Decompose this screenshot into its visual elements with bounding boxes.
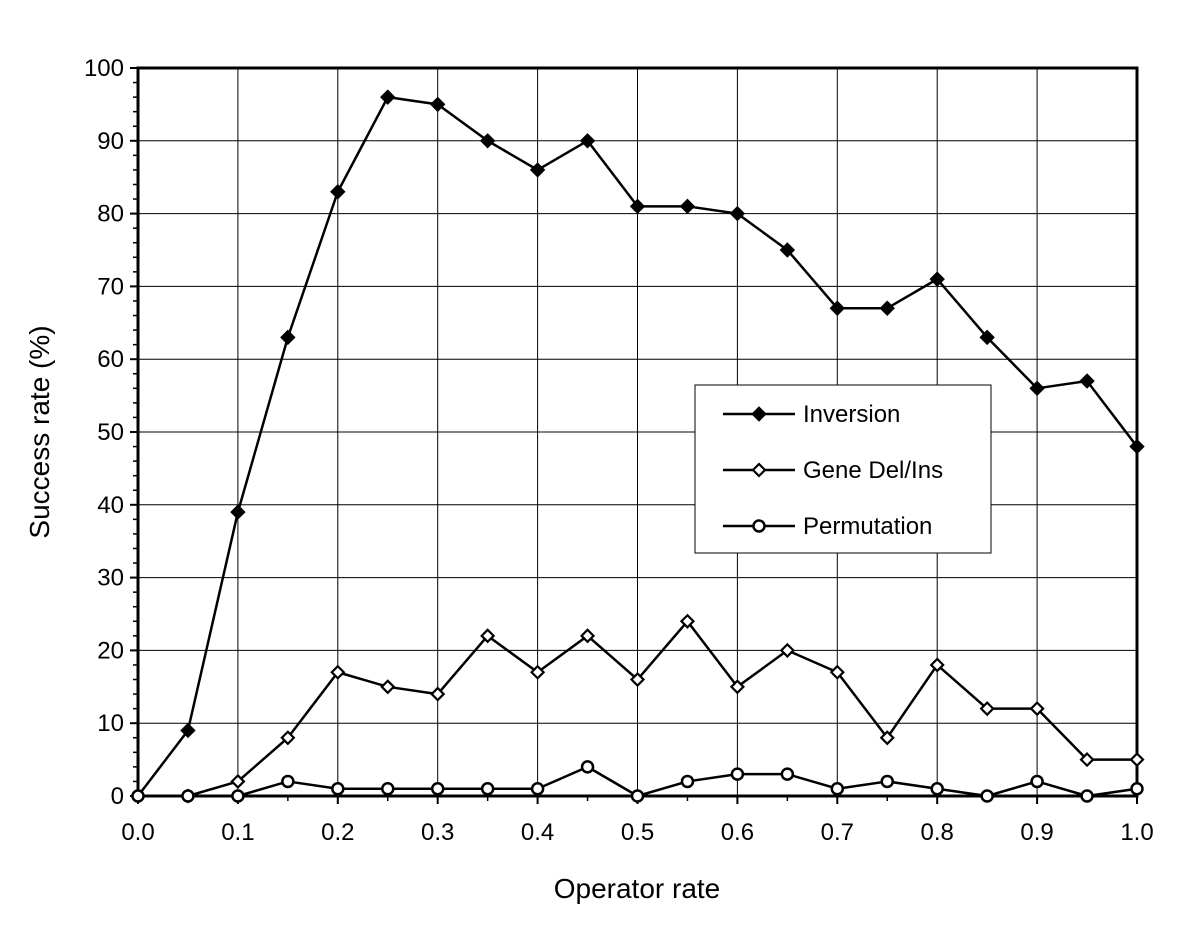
permutation-point (430, 781, 445, 796)
legend-marker-inversion (751, 406, 767, 422)
gene-del-ins-point (629, 671, 646, 688)
gene-del-ins-point (729, 679, 745, 695)
permutation-point (880, 774, 894, 789)
inversion-point (829, 300, 846, 316)
y-tick-label: 80 (97, 201, 124, 228)
x-tick-label: 1.0 (1120, 819, 1153, 846)
permutation-point (381, 781, 395, 796)
gene-del-ins-point (380, 679, 396, 695)
permutation-point (181, 789, 195, 803)
x-tick-label: 0.7 (821, 819, 854, 846)
permutation-point (530, 781, 545, 796)
inversion-point (1079, 373, 1095, 389)
permutation-point (231, 789, 245, 803)
inversion-point (929, 271, 945, 287)
x-axis-title: Operator rate (554, 873, 721, 904)
legend-marker-gene-del-ins (751, 462, 767, 478)
gene-del-ins-point (829, 664, 845, 680)
permutation-point (980, 789, 994, 803)
legend-label-inversion: Inversion (803, 401, 900, 428)
legend-marker-permutation (752, 519, 766, 533)
x-tick-label: 0.0 (121, 819, 154, 846)
gene-del-ins-point (579, 628, 596, 644)
inversion-point (380, 89, 396, 105)
y-tick-label: 50 (97, 419, 124, 446)
y-tick-label: 100 (84, 55, 124, 82)
gene-del-ins-point (929, 657, 945, 673)
inversion-point (679, 198, 696, 215)
y-axis-ticks: 0 10 20 30 40 50 60 70 80 90 100 (84, 55, 138, 810)
gene-del-ins-point (230, 773, 246, 789)
inversion-point (230, 504, 246, 520)
y-tick-label: 30 (97, 565, 124, 592)
inversion-point (280, 329, 296, 346)
permutation-point (830, 781, 845, 796)
x-tick-label: 0.5 (621, 819, 654, 846)
permutation-point (780, 767, 795, 781)
inversion-point (529, 162, 546, 178)
series-permutation (131, 760, 1144, 803)
permutation-point (930, 781, 944, 796)
permutation-point (331, 781, 345, 796)
gene-del-ins-point (430, 686, 446, 702)
inversion-point (429, 96, 446, 113)
gene-del-ins-point (879, 730, 895, 746)
inversion-point (779, 242, 796, 258)
permutation-point (1030, 774, 1044, 789)
gene-del-ins-point (280, 730, 296, 746)
permutation-point (1130, 781, 1144, 796)
inversion-point (479, 133, 496, 149)
gene-del-ins-point (480, 628, 496, 644)
y-tick-label: 40 (97, 492, 124, 519)
inversion-point (1129, 438, 1145, 455)
inversion-point (579, 133, 596, 149)
inversion-point (180, 722, 196, 739)
x-tick-label: 0.6 (721, 819, 754, 846)
permutation-point (580, 760, 595, 774)
permutation-point (1080, 789, 1094, 803)
x-tick-label: 0.3 (421, 819, 454, 846)
y-tick-label: 10 (97, 710, 124, 737)
legend-label-gene-del-ins: Gene Del/Ins (803, 457, 943, 484)
gene-del-ins-point (1079, 752, 1095, 768)
gene-del-ins-point (679, 613, 696, 629)
permutation-point (730, 767, 745, 781)
gene-del-ins-point (330, 664, 346, 680)
gene-del-ins-point (779, 642, 795, 658)
x-tick-label: 0.8 (921, 819, 954, 846)
permutation-point (281, 774, 295, 789)
y-tick-label: 0 (111, 783, 124, 810)
y-tick-label: 20 (97, 637, 124, 664)
y-tick-label: 70 (97, 273, 124, 300)
gene-del-ins-point (1129, 752, 1145, 768)
series-inversion (130, 89, 1145, 804)
y-tick-label: 90 (97, 128, 124, 155)
inversion-point (879, 300, 895, 316)
permutation-point (680, 774, 695, 789)
y-tick-label: 60 (97, 346, 124, 373)
x-tick-label: 0.9 (1020, 819, 1053, 846)
gene-del-ins-point (1029, 701, 1045, 717)
inversion-point (979, 329, 995, 346)
legend: Inversion Gene Del/Ins Permutation (694, 384, 992, 554)
permutation-point (630, 789, 645, 803)
series-layer (130, 89, 1145, 804)
inversion-point (729, 205, 746, 222)
gene-del-ins-point (530, 664, 546, 680)
x-tick-label: 0.1 (221, 819, 254, 846)
y-axis-title: Success rate (%) (24, 325, 55, 538)
gene-del-ins-point (979, 701, 995, 717)
inversion-point (1029, 380, 1045, 397)
inversion-point (330, 184, 346, 200)
series-gene-del-ins (130, 613, 1145, 804)
legend-label-permutation: Permutation (803, 513, 932, 540)
inversion-point (629, 198, 646, 215)
x-tick-label: 0.2 (321, 819, 354, 846)
permutation-point (480, 781, 495, 796)
permutation-point (131, 789, 145, 803)
x-axis-ticks: 0.0 0.1 0.2 0.3 0.4 0.5 0.6 0.7 0.8 0.9 1.0 (121, 796, 1154, 846)
x-tick-label: 0.4 (521, 819, 554, 846)
